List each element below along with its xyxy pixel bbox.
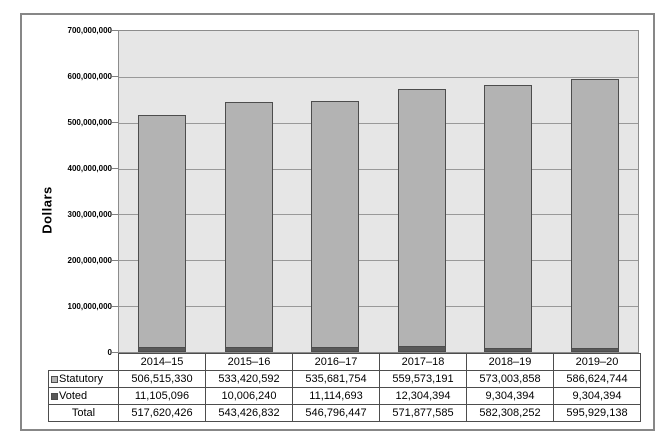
data-table: 2014–15 2015–16 2016–17 2017–18 2018–19 2019–… [48, 353, 641, 422]
voted-row: Voted 11,105,096 10,006,240 11,114,693 12,30… [48, 387, 641, 405]
statutory-row: Statutory 506,515,330 533,420,592 535,681,7… [48, 370, 641, 388]
statutory-segment [484, 85, 532, 348]
voted-value-cell: 10,006,240 [205, 387, 293, 405]
y-tick-label: 700,000,000 [67, 26, 113, 35]
statutory-value-cell: 535,681,754 [292, 370, 380, 388]
y-tick-mark [112, 352, 118, 353]
statutory-value-cell: 533,420,592 [205, 370, 293, 388]
statutory-value-cell: 506,515,330 [118, 370, 206, 388]
y-tick-label: 300,000,000 [67, 210, 113, 219]
voted-value-cell: 9,304,394 [466, 387, 554, 405]
y-tick-mark [112, 260, 118, 261]
statutory-legend-label: Statutory [48, 370, 119, 388]
bar-2018-19 [484, 85, 532, 352]
voted-segment [571, 348, 619, 352]
y-tick-label: 100,000,000 [67, 302, 113, 311]
category-cell: 2015–16 [205, 353, 293, 371]
voted-value-cell: 9,304,394 [553, 387, 641, 405]
total-value-cell: 546,796,447 [292, 404, 380, 422]
total-value-cell: 595,929,138 [553, 404, 641, 422]
voted-segment [138, 347, 186, 352]
gridline [119, 169, 638, 170]
y-tick-mark [112, 306, 118, 307]
voted-segment [484, 348, 532, 352]
category-cell: 2016–17 [292, 353, 380, 371]
voted-legend-label: Voted [48, 387, 119, 405]
total-row: Total 517,620,426 543,426,832 546,796,447 57… [48, 404, 641, 422]
voted-legend-icon [51, 393, 58, 400]
chart-frame: Dollars 700,000,000 600,000,000 500,000,00… [20, 13, 655, 431]
bar-2017-18 [398, 89, 446, 352]
statutory-value-cell: 573,003,858 [466, 370, 554, 388]
y-tick-label: 400,000,000 [67, 164, 113, 173]
category-cell: 2018–19 [466, 353, 554, 371]
voted-segment [398, 346, 446, 352]
data-table-wrap: 2014–15 2015–16 2016–17 2017–18 2018–19 2019–… [48, 353, 641, 422]
y-tick-mark [112, 168, 118, 169]
y-tick-label: 500,000,000 [67, 118, 113, 127]
bar-2019-20 [571, 79, 619, 352]
plot-area [118, 30, 639, 353]
gridline [119, 306, 638, 307]
blank-cell [49, 354, 119, 371]
total-value-cell: 582,308,252 [466, 404, 554, 422]
category-cell: 2019–20 [553, 353, 641, 371]
y-tick-label: 0 [107, 348, 112, 357]
bar-2014-15 [138, 115, 186, 352]
statutory-value-cell: 586,624,744 [553, 370, 641, 388]
gridline [119, 77, 638, 78]
total-value-cell: 571,877,585 [379, 404, 467, 422]
statutory-segment [138, 115, 186, 347]
category-row: 2014–15 2015–16 2016–17 2017–18 2018–19 2019–… [49, 353, 641, 371]
voted-segment [225, 347, 273, 352]
gridline [119, 214, 638, 215]
voted-value-cell: 11,105,096 [118, 387, 206, 405]
bar-2015-16 [225, 102, 273, 352]
statutory-legend-icon [51, 376, 58, 383]
y-tick-mark [112, 30, 118, 31]
y-tick-label: 600,000,000 [67, 72, 113, 81]
category-cell: 2017–18 [379, 353, 467, 371]
total-value-cell: 543,426,832 [205, 404, 293, 422]
y-tick-mark [112, 214, 118, 215]
y-tick-label: 200,000,000 [67, 256, 113, 265]
statutory-value-cell: 559,573,191 [379, 370, 467, 388]
total-label: Total [48, 404, 119, 422]
voted-value-cell: 12,304,394 [379, 387, 467, 405]
category-cell: 2014–15 [118, 353, 206, 371]
statutory-segment [571, 79, 619, 348]
y-tick-mark [112, 76, 118, 77]
voted-segment [311, 347, 359, 352]
statutory-segment [398, 89, 446, 346]
statutory-segment [311, 101, 359, 347]
bar-2016-17 [311, 101, 359, 352]
gridline [119, 260, 638, 261]
gridline [119, 123, 638, 124]
y-tick-mark [112, 122, 118, 123]
statutory-segment [225, 102, 273, 347]
voted-value-cell: 11,114,693 [292, 387, 380, 405]
total-value-cell: 517,620,426 [118, 404, 206, 422]
